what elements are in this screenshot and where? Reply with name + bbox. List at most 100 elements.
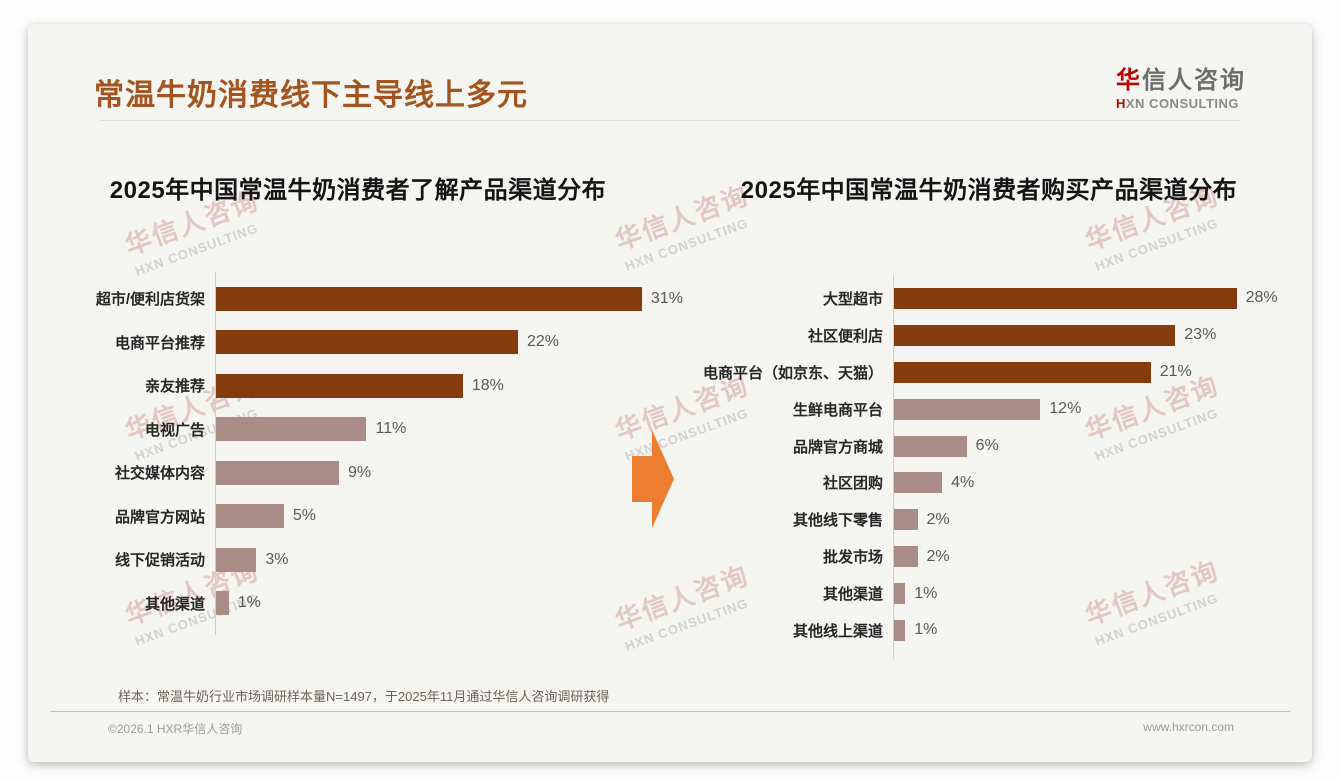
category-label: 品牌官方网站: [114, 508, 205, 526]
category-label: 其他线下零售: [792, 512, 883, 530]
bar-track: 1%: [893, 612, 1298, 649]
bar-row: 电视广告 11%: [72, 408, 697, 452]
logo-cn-accent: 华: [1116, 67, 1142, 94]
bar: [215, 330, 518, 355]
bar: [215, 417, 367, 442]
bar-row: 超市/便利店货架 31%: [72, 277, 697, 321]
page-title: 常温牛奶消费线下主导线上多元: [94, 79, 528, 112]
category-label: 其他渠道: [822, 586, 883, 604]
bar-row: 社区团购 4%: [668, 464, 1298, 501]
bar-row: 生鲜电商平台 12%: [668, 391, 1298, 428]
logo-en-accent: H: [1116, 96, 1126, 111]
slide-card: 华信人咨询 HXN CONSULTING 华信人咨询 HXN CONSULTING …: [28, 24, 1312, 762]
chart-title-awareness: 2025年中国常温牛奶消费者了解产品渠道分布: [109, 177, 607, 204]
bar-row: 品牌官方商城 6%: [668, 428, 1298, 465]
bar: [893, 509, 918, 531]
bar-track: 1%: [215, 582, 697, 626]
bar-row: 电商平台推荐 22%: [72, 321, 697, 365]
bar-track: 21%: [893, 354, 1298, 391]
sample-note: 样本：常温牛奶行业市场调研样本量N=1497，于2025年11月通过华信人咨询调…: [118, 689, 610, 704]
bar-track: 5%: [215, 495, 697, 539]
category-label: 品牌官方商城: [792, 438, 883, 456]
bar-track: 23%: [893, 317, 1298, 354]
bar-row: 其他渠道 1%: [72, 582, 697, 626]
category-label: 电视广告: [144, 421, 205, 439]
bar: [215, 591, 229, 616]
bar-track: 4%: [893, 464, 1298, 501]
value-label: 31%: [650, 289, 683, 307]
value-label: 6%: [975, 437, 999, 454]
bar-row: 其他线上渠道 1%: [668, 612, 1298, 649]
value-label: 5%: [292, 507, 316, 525]
value-label: 21%: [1159, 363, 1192, 381]
category-label: 大型超市: [822, 290, 883, 308]
bar-track: 11%: [215, 408, 697, 452]
bar-row: 品牌官方网站 5%: [72, 495, 697, 539]
bar: [893, 361, 1151, 383]
value-label: 2%: [926, 510, 950, 528]
bar-track: 2%: [893, 501, 1298, 538]
value-label: 2%: [926, 547, 950, 565]
bar: [893, 619, 906, 641]
category-label: 生鲜电商平台: [792, 401, 883, 419]
bar-row: 社交媒体内容 9%: [72, 451, 697, 495]
value-label: 18%: [471, 376, 504, 394]
bar-track: 9%: [215, 451, 697, 495]
bar-track: 6%: [893, 428, 1298, 465]
bar-track: 2%: [893, 538, 1298, 575]
value-label: 1%: [914, 621, 938, 639]
value-label: 28%: [1245, 289, 1278, 307]
company-logo: 华信人咨询 HXN CONSULTING: [1116, 60, 1246, 111]
bar: [215, 547, 257, 572]
website-url: www.hxrcon.com: [1143, 720, 1234, 734]
bar-track: 18%: [215, 364, 697, 408]
logo-en-rest: XN CONSULTING: [1125, 96, 1240, 111]
transition-arrow-icon: [632, 430, 674, 528]
category-label: 社区便利店: [807, 327, 883, 345]
value-label: 4%: [951, 473, 975, 491]
bar-track: 3%: [215, 538, 697, 582]
value-label: 9%: [347, 463, 372, 481]
bar-row: 其他渠道 1%: [668, 575, 1298, 612]
bar-row: 电商平台（如京东、天猫） 21%: [668, 354, 1298, 391]
bar-row: 大型超市 28%: [668, 280, 1298, 317]
chart-axis-line: [893, 275, 894, 659]
bar: [215, 373, 463, 398]
value-label: 22%: [526, 333, 559, 351]
bar-track: 28%: [893, 280, 1298, 317]
bar-track: 31%: [215, 277, 697, 321]
bar: [215, 460, 339, 485]
bar: [893, 472, 943, 494]
value-label: 1%: [237, 594, 261, 612]
category-label: 电商平台推荐: [114, 334, 205, 352]
footer-divider: [50, 711, 1290, 712]
chart-purchase: 大型超市 28% 社区便利店 23% 电商平台（如京东、天猫） 21% 生鲜电商平台 12% 品…: [668, 275, 1298, 659]
chart-awareness: 超市/便利店货架 31% 电商平台推荐 22% 亲友推荐 18% 电视广告 11% 社交媒体内容…: [72, 272, 697, 635]
bar: [893, 435, 967, 457]
bar-row: 亲友推荐 18%: [72, 364, 697, 408]
bar-row: 其他线下零售 2%: [668, 501, 1298, 538]
bar: [893, 398, 1041, 420]
chart-title-purchase: 2025年中国常温牛奶消费者购买产品渠道分布: [740, 177, 1238, 204]
category-label: 线下促销活动: [114, 552, 205, 570]
value-label: 11%: [375, 420, 407, 438]
bar-track: 1%: [893, 575, 1298, 612]
bar-row: 社区便利店 23%: [668, 317, 1298, 354]
bar: [893, 287, 1237, 309]
category-label: 批发市场: [822, 549, 883, 567]
bar: [215, 286, 642, 311]
category-label: 亲友推荐: [144, 378, 205, 396]
bar: [893, 324, 1176, 346]
logo-cn-text: 华信人咨询: [1116, 60, 1246, 95]
copyright-text: ©2026.1 HXR华信人咨询: [108, 722, 243, 736]
category-label: 社区团购: [822, 475, 883, 493]
bar: [893, 583, 906, 605]
bar-track: 12%: [893, 391, 1298, 428]
category-label: 其他渠道: [144, 595, 205, 613]
header-divider: [100, 120, 1240, 121]
logo-cn-rest: 信人咨询: [1142, 67, 1246, 94]
value-label: 1%: [914, 584, 938, 602]
value-label: 23%: [1184, 326, 1217, 344]
bar: [893, 546, 918, 568]
logo-en-text: HXN CONSULTING: [1116, 96, 1246, 111]
